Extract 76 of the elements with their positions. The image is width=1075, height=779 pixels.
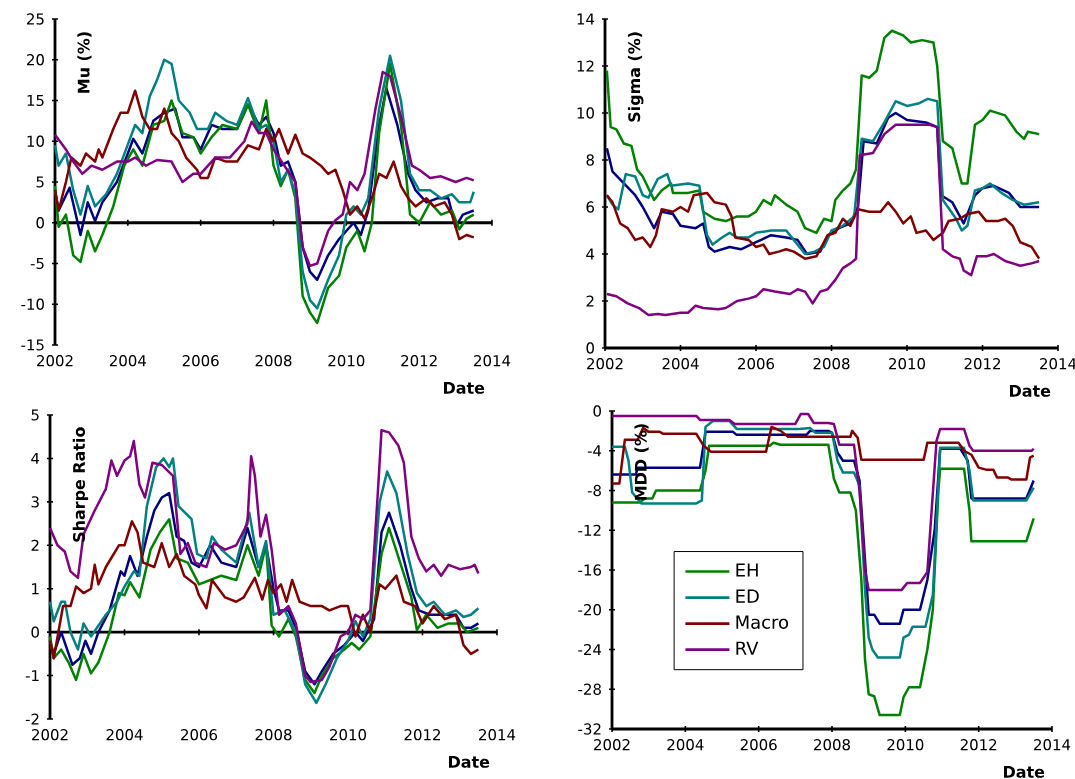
y-tick-label: -1 xyxy=(25,670,39,682)
x-tick-label: 2010 xyxy=(328,355,365,367)
y-tick-label: 20 xyxy=(27,54,44,66)
y-tick-label: 8 xyxy=(586,154,594,166)
x-tick-label: 2010 xyxy=(330,729,366,741)
x-tick-label: 2012 xyxy=(960,739,997,751)
x-tick-label: 2014 xyxy=(474,355,511,367)
x-tick-label: 2002 xyxy=(587,358,623,370)
x-tick-label: 2008 xyxy=(255,355,292,367)
y-axis-title: Sharpe Ratio xyxy=(72,427,89,542)
x-axis-title: Date xyxy=(1010,385,1051,397)
y-tick-label: 0 xyxy=(593,405,601,417)
y-axis-title: Sigma (%) xyxy=(627,32,644,122)
y-tick-label: 0 xyxy=(36,217,44,229)
line-series xyxy=(605,29,1041,235)
y-tick-label: 10 xyxy=(27,135,44,147)
y-axis-title: Mu (%) xyxy=(77,32,92,93)
y-tick-label: -24 xyxy=(578,643,602,656)
x-tick-label: 2004 xyxy=(667,739,704,751)
y-tick-label: 2 xyxy=(586,295,594,307)
x-tick-label: 2002 xyxy=(32,729,68,741)
x-tick-label: 2004 xyxy=(662,358,699,370)
y-tick-label: 14 xyxy=(577,13,595,25)
x-tick-label: 2008 xyxy=(813,358,850,370)
y-tick-label: 5 xyxy=(36,176,44,188)
x-tick-label: 2008 xyxy=(814,739,850,751)
y-tick-label: 12 xyxy=(577,60,594,72)
x-tick-label: 2006 xyxy=(740,739,777,751)
x-tick-label: 2006 xyxy=(738,358,775,370)
legend-label: RV xyxy=(736,641,759,655)
y-tick-label: -12 xyxy=(578,524,601,536)
y-tick-label: 10 xyxy=(577,107,594,119)
legend-label: Macro xyxy=(736,615,789,629)
y-tick-label: 3 xyxy=(31,496,39,508)
y-tick-label: -20 xyxy=(578,604,601,616)
y-tick-label: -10 xyxy=(21,298,44,310)
y-tick-label: 4 xyxy=(586,248,595,260)
x-tick-label: 2012 xyxy=(964,358,1001,370)
legend-label: EH xyxy=(736,563,758,577)
x-tick-label: 2012 xyxy=(401,355,437,367)
x-tick-label: 2012 xyxy=(404,729,440,741)
x-tick-label: 2006 xyxy=(182,355,219,367)
y-tick-label: 2 xyxy=(31,539,39,551)
x-tick-label: 2010 xyxy=(887,739,924,751)
y-tick-label: 1 xyxy=(32,583,39,595)
y-tick-label: 4 xyxy=(31,453,40,464)
x-axis-title: Date xyxy=(444,382,485,394)
y-tick-label: 0 xyxy=(586,342,594,354)
x-tick-label: 2004 xyxy=(109,355,146,367)
y-tick-label: -5 xyxy=(30,257,44,270)
y-tick-label: 5 xyxy=(31,409,39,421)
y-tick-label: 25 xyxy=(27,13,44,25)
y-tick-label: -16 xyxy=(578,564,602,576)
y-tick-label: -8 xyxy=(587,484,601,497)
x-axis-title: Date xyxy=(1004,766,1045,778)
y-tick-label: 15 xyxy=(27,94,44,107)
legend-label: ED xyxy=(736,589,759,603)
y-tick-label: -15 xyxy=(21,339,44,351)
y-tick-label: -4 xyxy=(587,445,602,457)
line-series xyxy=(605,191,1041,260)
x-axis-title: Date xyxy=(449,756,490,768)
x-tick-label: 2010 xyxy=(889,358,926,370)
y-tick-label: 0 xyxy=(31,626,39,638)
x-tick-label: 2004 xyxy=(106,729,143,741)
x-tick-label: 2008 xyxy=(255,729,292,741)
x-tick-label: 2002 xyxy=(37,355,73,367)
y-tick-label: -28 xyxy=(578,683,601,695)
y-tick-label: -32 xyxy=(578,723,601,735)
x-tick-label: 2002 xyxy=(594,739,630,751)
x-tick-label: 2006 xyxy=(181,729,218,741)
x-tick-label: 2014 xyxy=(479,729,516,741)
line-series xyxy=(48,428,480,684)
y-axis-title: MDD (%) xyxy=(634,424,649,500)
y-tick-label: 6 xyxy=(586,201,595,213)
x-tick-label: 2014 xyxy=(1034,739,1071,751)
y-tick-label: -2 xyxy=(25,713,39,725)
